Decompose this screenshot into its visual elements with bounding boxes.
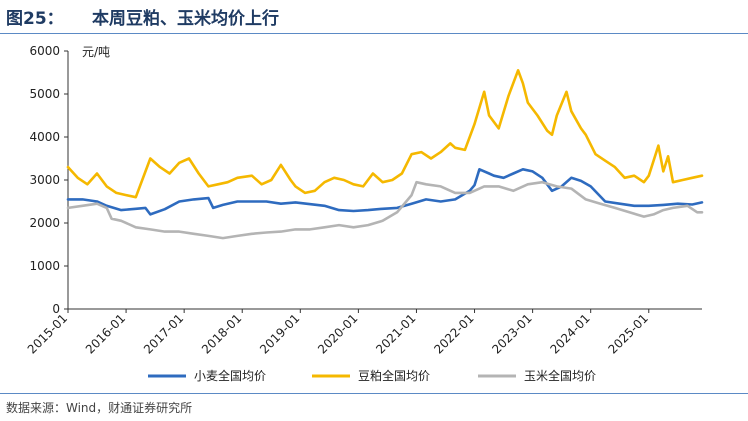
y-tick-label: 5000	[29, 87, 60, 101]
legend-label-2: 玉米全国均价	[524, 368, 596, 383]
source-note: 数据来源：Wind，财通证券研究所	[6, 401, 193, 415]
y-tick-label: 2000	[29, 216, 60, 230]
y-tick-label: 6000	[29, 44, 60, 58]
y-tick-label: 0	[52, 302, 60, 316]
x-tick-label: 2025-01	[606, 311, 651, 356]
chart-axes: 0 1000 2000 3000 4000 5000 6000 2015-01 2016-01 2…	[25, 44, 702, 357]
x-tick-label: 2015-01	[25, 311, 70, 356]
x-tick-label: 2021-01	[373, 311, 418, 356]
series-line-0	[66, 168, 704, 216]
series-line-1	[66, 69, 704, 199]
x-tick-label: 2016-01	[83, 311, 128, 356]
chart-series	[66, 69, 704, 240]
x-tick-label: 2019-01	[257, 311, 302, 356]
header-rule	[0, 33, 748, 34]
x-tick-label: 2017-01	[141, 311, 186, 356]
legend-label-0: 小麦全国均价	[194, 368, 266, 383]
series-line-2	[66, 180, 704, 240]
figure-header: 图25： 本周豆粕、玉米均价上行	[0, 0, 748, 34]
x-tick-label: 2024-01	[547, 311, 592, 356]
footer-rule	[0, 393, 748, 394]
x-tick-label: 2022-01	[431, 311, 476, 356]
x-tick-label: 2023-01	[489, 311, 534, 356]
x-tick-label: 2018-01	[199, 311, 244, 356]
figure-title: 本周豆粕、玉米均价上行	[92, 9, 279, 29]
legend-label-1: 豆粕全国均价	[358, 368, 430, 383]
y-tick-label: 1000	[29, 259, 60, 273]
figure-number: 图25：	[6, 9, 64, 29]
x-tick-label: 2020-01	[315, 311, 360, 356]
chart-legend: 小麦全国均价 豆粕全国均价 玉米全国均价	[148, 368, 596, 383]
y-tick-label: 3000	[29, 173, 60, 187]
y-tick-label: 4000	[29, 130, 60, 144]
y-axis-unit: 元/吨	[82, 45, 110, 59]
line-chart: 0 1000 2000 3000 4000 5000 6000 2015-01 2016-01 2…	[25, 44, 704, 383]
